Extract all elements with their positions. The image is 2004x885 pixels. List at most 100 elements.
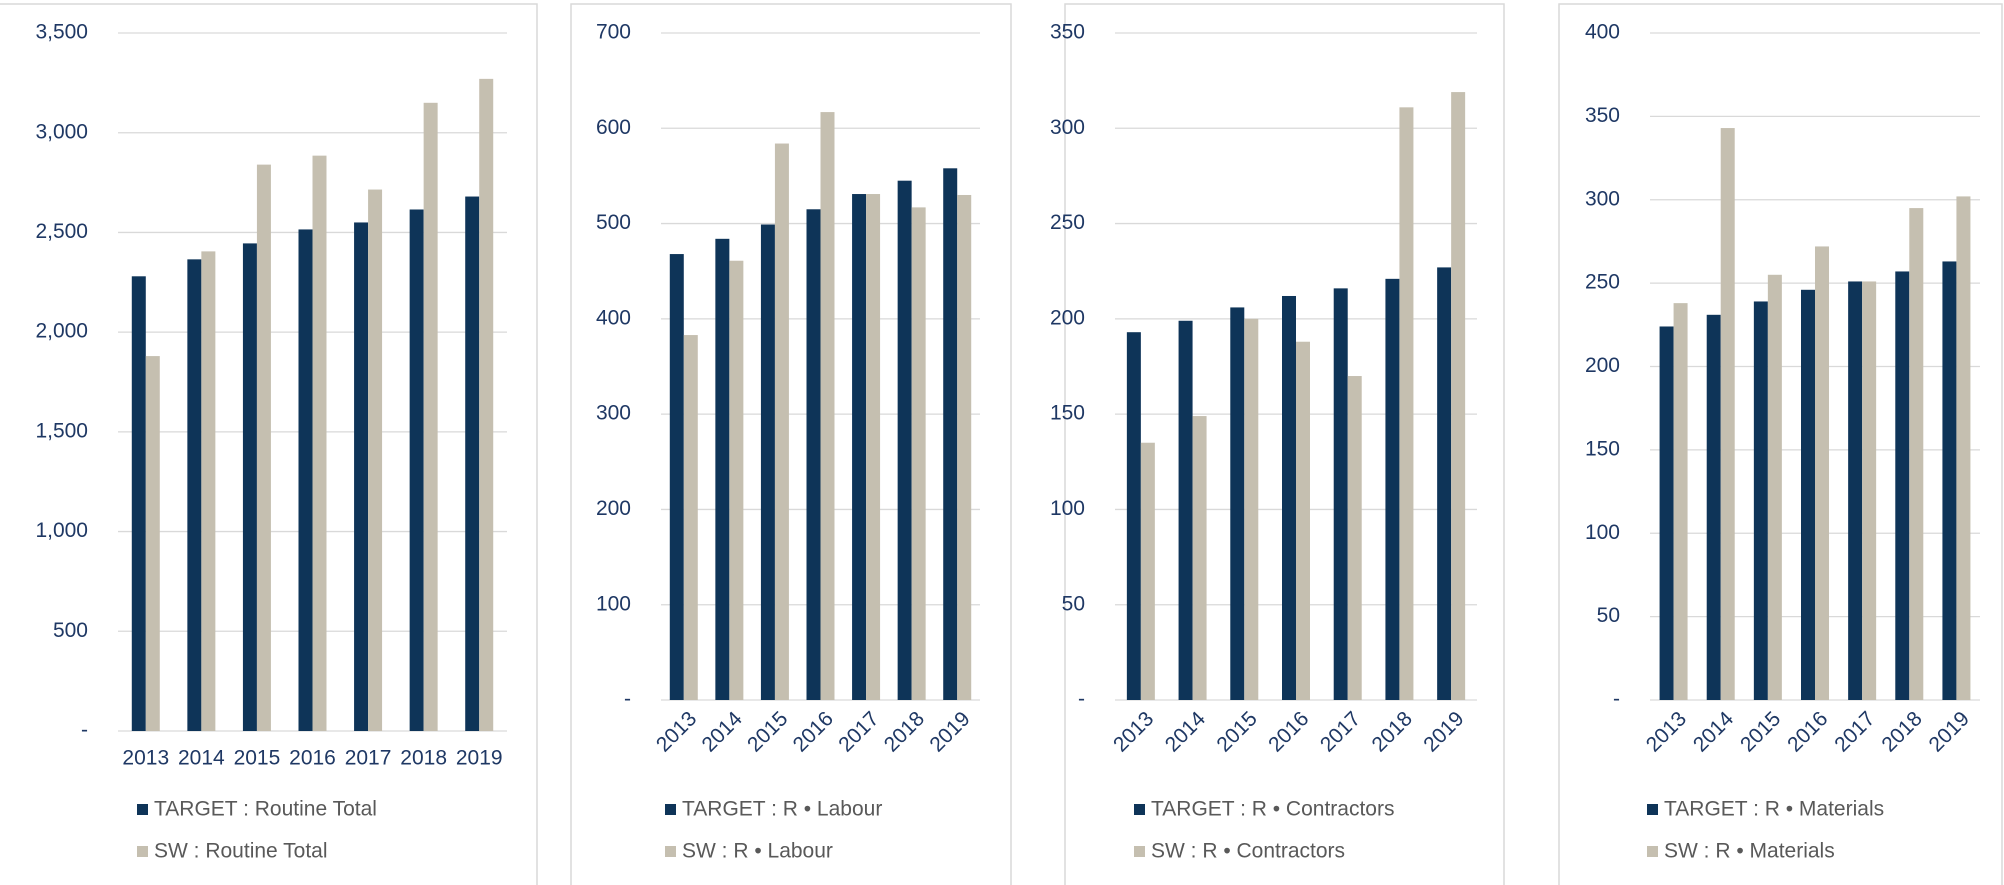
x-tick-label: 2016	[289, 747, 336, 770]
legend-marker	[665, 804, 676, 815]
y-tick-label: 2,500	[35, 220, 88, 243]
legend-marker	[137, 846, 148, 857]
legend-label: SW : R • Materials	[1664, 840, 1835, 863]
bar	[1244, 318, 1259, 700]
x-tick-label: 2019	[1925, 707, 1974, 756]
bar	[368, 189, 383, 732]
x-tick-label: 2014	[1161, 707, 1211, 757]
panel-border	[1558, 3, 2003, 885]
bar	[354, 222, 369, 731]
x-tick-label: 2013	[122, 747, 169, 770]
bar	[1437, 267, 1452, 700]
x-tick-label: 2015	[743, 707, 792, 756]
x-tick-label: 2014	[698, 707, 748, 757]
y-tick-label: 200	[1050, 306, 1085, 329]
bar	[1385, 278, 1400, 700]
y-tick-label: 200	[1585, 354, 1620, 377]
y-tick-label: 1,500	[35, 419, 88, 442]
bar	[1909, 208, 1924, 700]
bar	[1801, 289, 1815, 700]
panel-border	[1064, 3, 1505, 885]
y-tick-label: -	[1078, 688, 1085, 711]
legend-marker	[665, 846, 676, 857]
y-tick-label: 250	[1050, 211, 1085, 234]
x-tick-label: 2013	[1642, 707, 1691, 756]
legend-label: SW : R • Contractors	[1151, 840, 1345, 863]
bar	[943, 168, 958, 700]
x-tick-label: 2013	[652, 707, 701, 756]
x-tick-label: 2014	[1689, 707, 1739, 757]
bar	[1178, 320, 1193, 700]
bar	[187, 259, 202, 731]
bar	[479, 78, 494, 731]
x-tick-label: 2017	[1316, 707, 1365, 756]
bar	[312, 155, 327, 732]
x-tick-label: 2018	[880, 707, 929, 756]
bar	[669, 254, 684, 700]
bar	[715, 238, 730, 700]
bar	[683, 335, 698, 700]
x-tick-label: 2019	[456, 747, 503, 770]
y-tick-label: 100	[596, 592, 631, 615]
y-tick-label: 150	[1585, 437, 1620, 460]
bar	[145, 356, 160, 731]
bar	[1333, 288, 1348, 700]
y-tick-label: 300	[596, 402, 631, 425]
y-tick-label: 350	[1050, 21, 1085, 44]
bar	[1126, 332, 1141, 700]
x-tick-label: 2017	[345, 747, 392, 770]
bar	[1399, 107, 1414, 700]
y-tick-label: 300	[1050, 116, 1085, 139]
y-tick-label: 2,000	[35, 320, 88, 343]
legend-marker	[1134, 804, 1145, 815]
y-tick-label: -	[81, 719, 88, 742]
legend-label: SW : Routine Total	[154, 840, 328, 863]
y-tick-label: -	[1613, 688, 1620, 711]
panel-border	[0, 3, 538, 885]
x-tick-label: 2018	[1877, 707, 1926, 756]
y-tick-label: 150	[1050, 402, 1085, 425]
bar	[1706, 314, 1721, 700]
legend-label: SW : R • Labour	[682, 840, 833, 863]
x-tick-label: 2013	[1109, 707, 1158, 756]
bar	[298, 229, 313, 732]
bar	[1720, 128, 1735, 701]
bar	[1451, 92, 1466, 700]
x-tick-label: 2019	[1419, 707, 1468, 756]
y-tick-label: -	[624, 688, 631, 711]
bar	[1192, 416, 1207, 700]
bar	[866, 194, 881, 701]
bar	[465, 196, 480, 731]
x-tick-label: 2015	[1736, 707, 1785, 756]
y-tick-label: 400	[596, 306, 631, 329]
bar	[852, 194, 867, 701]
bar	[409, 209, 424, 732]
x-tick-label: 2015	[1212, 707, 1261, 756]
bar	[242, 243, 257, 731]
x-tick-label: 2016	[1264, 707, 1313, 756]
x-tick-label: 2016	[1783, 707, 1832, 756]
y-tick-label: 3,500	[35, 21, 88, 44]
bar	[820, 112, 835, 700]
legend-label: TARGET : Routine Total	[154, 798, 377, 821]
bar	[1815, 246, 1829, 700]
bar	[1230, 307, 1245, 700]
y-tick-label: 700	[596, 21, 631, 44]
bar	[256, 164, 271, 731]
y-tick-label: 50	[1062, 592, 1085, 615]
x-tick-label: 2016	[789, 707, 838, 756]
y-tick-label: 600	[596, 116, 631, 139]
panel-border	[570, 3, 1012, 885]
y-tick-label: 1,000	[35, 519, 88, 542]
bar	[1282, 295, 1296, 700]
x-tick-label: 2017	[1830, 707, 1879, 756]
legend-marker	[137, 804, 148, 815]
bar	[131, 276, 146, 731]
y-tick-label: 500	[53, 619, 88, 642]
bar	[760, 224, 775, 700]
x-tick-label: 2018	[400, 747, 447, 770]
bar	[1659, 326, 1674, 700]
bar	[1753, 301, 1768, 700]
bar	[911, 207, 926, 700]
